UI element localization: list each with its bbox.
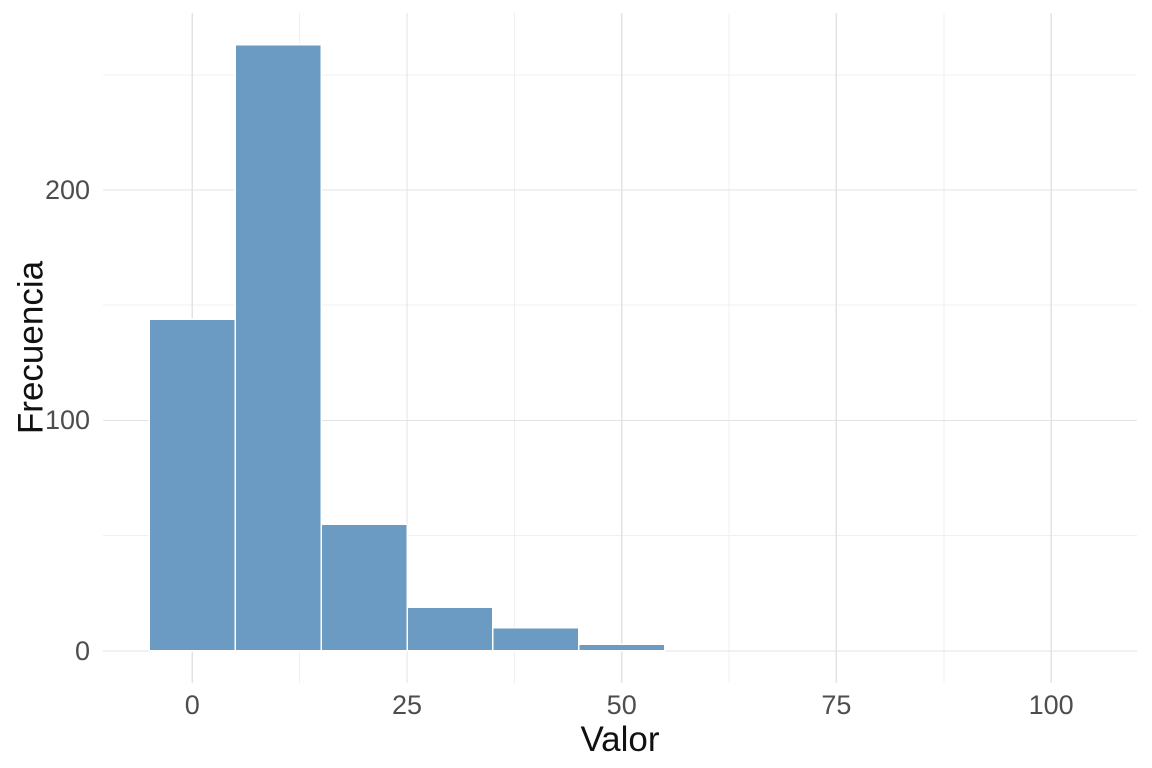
x-tick-label: 100 (1028, 690, 1074, 720)
plot-area (103, 13, 1137, 683)
histogram-bar (492, 627, 580, 652)
x-tick-label: 75 (821, 690, 852, 720)
y-axis-title: Frecuencia (11, 260, 51, 435)
x-tick-label: 50 (606, 690, 637, 720)
histogram-bar (578, 643, 666, 652)
y-tick-label: 200 (44, 175, 90, 205)
y-tick-label: 0 (74, 635, 90, 666)
plot-panel (103, 13, 1137, 683)
x-tick-label: 25 (391, 690, 423, 720)
x-tick-label: 0 (184, 690, 200, 720)
histogram-bar (320, 523, 408, 652)
histogram-bar (148, 318, 237, 652)
y-tick-label: 100 (44, 405, 90, 436)
x-axis-title: Valor (580, 720, 660, 759)
histogram-bar (234, 44, 322, 652)
histogram-bar (406, 606, 494, 652)
